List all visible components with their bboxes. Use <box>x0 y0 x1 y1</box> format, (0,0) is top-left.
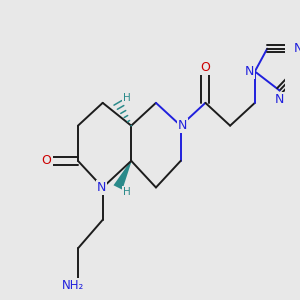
Text: O: O <box>42 154 52 167</box>
Text: H: H <box>123 93 130 103</box>
Text: O: O <box>200 61 210 74</box>
Polygon shape <box>113 160 132 190</box>
Text: N: N <box>294 42 300 55</box>
Text: NH₂: NH₂ <box>62 279 84 292</box>
Text: H: H <box>123 187 130 197</box>
Text: N: N <box>275 94 284 106</box>
Text: N: N <box>97 181 106 194</box>
Text: N: N <box>244 65 254 78</box>
Text: N: N <box>178 119 187 132</box>
